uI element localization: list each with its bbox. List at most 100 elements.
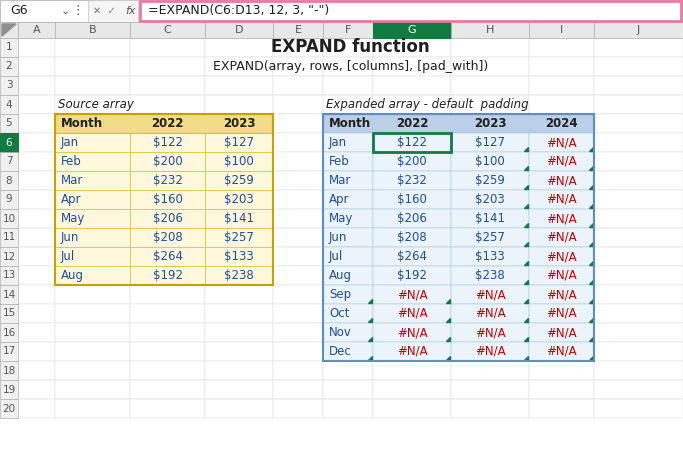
Polygon shape (368, 337, 372, 341)
Text: 6: 6 (5, 138, 12, 148)
Text: #N/A: #N/A (397, 307, 428, 320)
Text: Expanded array - default  padding: Expanded array - default padding (326, 98, 529, 111)
Bar (373, 285, 451, 304)
Polygon shape (368, 356, 372, 360)
Text: 3: 3 (5, 80, 12, 90)
Bar (373, 209, 451, 228)
Bar (529, 22, 594, 38)
Text: $206: $206 (152, 212, 182, 225)
Bar (594, 342, 683, 361)
Bar (55, 114, 273, 133)
Bar (451, 304, 529, 323)
Bar (205, 171, 273, 190)
Polygon shape (589, 166, 593, 170)
Bar (451, 304, 529, 323)
Bar (0, 228, 18, 247)
Bar (451, 380, 529, 399)
Text: Jul: Jul (329, 250, 344, 263)
Polygon shape (524, 242, 528, 246)
Bar (273, 171, 323, 190)
Bar (205, 133, 273, 152)
Text: $257: $257 (224, 231, 254, 244)
Bar (594, 266, 683, 285)
Bar (323, 399, 373, 418)
Bar (0, 76, 18, 95)
Bar (0, 171, 18, 190)
Polygon shape (524, 337, 528, 341)
Bar (55, 361, 130, 380)
Bar (130, 133, 205, 152)
Polygon shape (589, 223, 593, 227)
Text: B: B (89, 25, 96, 35)
Text: C: C (164, 25, 171, 35)
Bar (55, 76, 130, 95)
Bar (451, 76, 529, 95)
Text: #N/A: #N/A (546, 212, 577, 225)
Bar (373, 266, 451, 285)
Text: 2: 2 (5, 61, 12, 71)
Text: #N/A: #N/A (546, 326, 577, 339)
Bar (18, 57, 55, 76)
Text: 15: 15 (2, 308, 16, 318)
Bar (323, 76, 373, 95)
Bar (373, 361, 451, 380)
Text: $206: $206 (397, 212, 427, 225)
Bar (529, 247, 594, 266)
Bar (594, 247, 683, 266)
Bar (451, 152, 529, 171)
Bar (529, 171, 594, 190)
Bar (205, 38, 273, 57)
Bar (529, 285, 594, 304)
Bar (55, 57, 130, 76)
Text: Month: Month (61, 117, 103, 130)
Bar (205, 361, 273, 380)
Bar (205, 171, 273, 190)
Polygon shape (589, 299, 593, 303)
Bar (529, 380, 594, 399)
Bar (18, 266, 55, 285)
Bar (205, 247, 273, 266)
Bar (0, 209, 18, 228)
Bar (205, 95, 273, 114)
Text: $259: $259 (224, 174, 254, 187)
Text: I: I (560, 25, 563, 35)
Text: ⋮: ⋮ (72, 5, 84, 18)
Bar (594, 380, 683, 399)
Bar (373, 228, 451, 247)
Bar (55, 380, 130, 399)
Bar (594, 22, 683, 38)
Bar (373, 342, 451, 361)
Bar (451, 190, 529, 209)
Bar (323, 228, 373, 247)
Text: $238: $238 (224, 269, 254, 282)
Text: Dec: Dec (329, 345, 352, 358)
Text: $100: $100 (475, 155, 505, 168)
Bar (205, 399, 273, 418)
Bar (529, 323, 594, 342)
Polygon shape (524, 280, 528, 284)
Bar (130, 304, 205, 323)
Bar (55, 38, 130, 57)
Bar (529, 228, 594, 247)
Bar (323, 266, 373, 285)
Bar (140, 1, 681, 21)
Bar (0, 152, 18, 171)
Bar (323, 304, 373, 323)
Text: 14: 14 (2, 289, 16, 299)
Bar (55, 247, 130, 266)
Bar (373, 266, 451, 285)
Bar (205, 304, 273, 323)
Bar (529, 57, 594, 76)
Bar (323, 342, 373, 361)
Bar (323, 361, 373, 380)
Bar (594, 304, 683, 323)
Bar (373, 133, 451, 152)
Bar (273, 361, 323, 380)
Bar (529, 323, 594, 342)
Bar (594, 285, 683, 304)
Text: #N/A: #N/A (475, 326, 505, 339)
Bar (373, 171, 451, 190)
Bar (451, 266, 529, 285)
Bar (273, 57, 323, 76)
Bar (323, 114, 594, 361)
